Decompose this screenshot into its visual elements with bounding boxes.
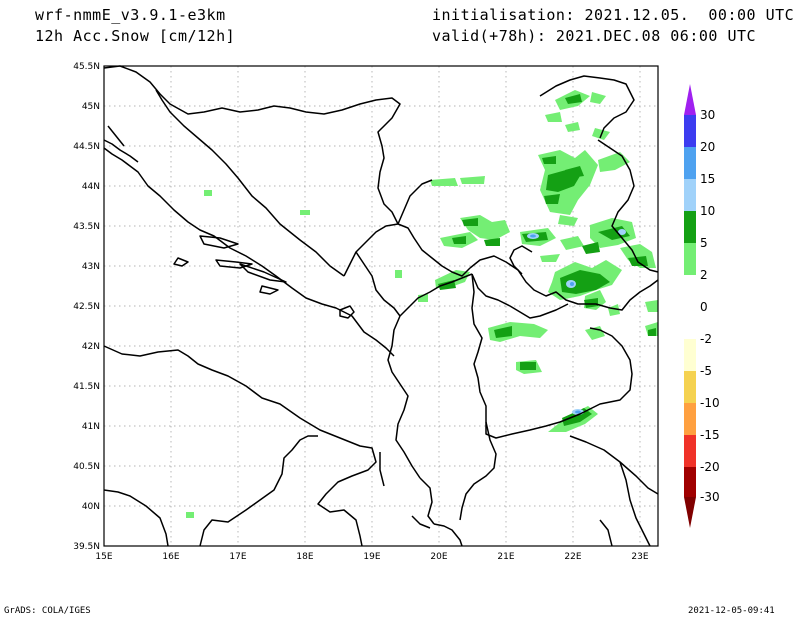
lat-label: 45N xyxy=(82,102,100,112)
map-frame xyxy=(103,65,659,547)
variable-title: 12h Acc.Snow [cm/12h] xyxy=(35,27,236,45)
colorbar-label: -10 xyxy=(700,396,720,410)
model-title: wrf-nmmE_v3.9.1-e3km xyxy=(35,6,226,24)
init-time: initialisation: 2021.12.05. 00:00 UTC xyxy=(432,6,795,24)
lat-label: 41.5N xyxy=(73,382,100,392)
colorbar-label: 2 xyxy=(700,268,708,282)
colorbar-label: -30 xyxy=(700,490,720,504)
colorbar-labels: 30 20 15 10 5 2 0 -2 -5 -10 -15 -20 -30 xyxy=(700,108,720,504)
lon-label: 21E xyxy=(497,552,514,562)
lat-label: 42.5N xyxy=(73,302,100,312)
lat-label: 43N xyxy=(82,262,100,272)
colorbar-label: 10 xyxy=(700,204,715,218)
lat-label: 40.5N xyxy=(73,462,100,472)
colorbar-label: 20 xyxy=(700,140,715,154)
lon-label: 16E xyxy=(162,552,179,562)
lat-label: 42N xyxy=(82,342,100,352)
footer-timestamp: 2021-12-05-09:41 xyxy=(688,606,775,616)
lon-label: 19E xyxy=(363,552,380,562)
lon-label: 18E xyxy=(296,552,313,562)
colorbar-label: -15 xyxy=(700,428,720,442)
lon-label: 23E xyxy=(631,552,648,562)
coastlines-borders xyxy=(103,65,659,547)
valid-time: valid(+78h): 2021.DEC.08 06:00 UTC xyxy=(432,27,757,45)
colorbar-label: -2 xyxy=(700,332,712,346)
lat-label: 41N xyxy=(82,422,100,432)
colorbar-label: 15 xyxy=(700,172,715,186)
lon-label: 22E xyxy=(564,552,581,562)
lat-label: 40N xyxy=(82,502,100,512)
map-plot xyxy=(103,65,659,547)
colorbar-label: -20 xyxy=(700,460,720,474)
lat-label: 44N xyxy=(82,182,100,192)
colorbar-label: 5 xyxy=(700,236,708,250)
lat-label: 44.5N xyxy=(73,142,100,152)
colorbar-bottom-arrow xyxy=(684,497,696,528)
lat-axis: 45.5N 45N 44.5N 44N 43.5N 43N 42.5N 42N … xyxy=(73,62,100,552)
colorbar-label: -5 xyxy=(700,364,712,378)
gridlines xyxy=(104,66,658,546)
lat-label: 45.5N xyxy=(73,62,100,72)
lat-label: 39.5N xyxy=(73,542,100,552)
lon-label: 17E xyxy=(229,552,246,562)
lon-label: 20E xyxy=(430,552,447,562)
colorbar: 30 20 15 10 5 2 0 -2 -5 -10 -15 -20 -30 xyxy=(684,84,720,528)
footer-credit: GrADS: COLA/IGES xyxy=(4,606,91,616)
lat-label: 43.5N xyxy=(73,222,100,232)
colorbar-label: 30 xyxy=(700,108,715,122)
colorbar-label: 0 xyxy=(700,300,708,314)
lon-axis: 15E 16E 17E 18E 19E 20E 21E 22E 23E xyxy=(95,552,648,562)
colorbar-top-arrow xyxy=(684,84,696,115)
lon-label: 15E xyxy=(95,552,112,562)
